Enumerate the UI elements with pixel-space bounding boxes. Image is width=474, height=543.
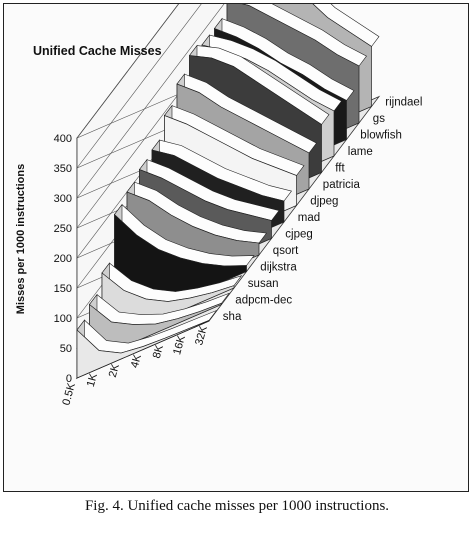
- axes: 0 50 100 150 200 250 300 350 400 0.5K 1K 2K 4K 8K 16K 3…: [54, 97, 423, 407]
- series-label: blowfish: [360, 130, 402, 142]
- figure-frame: 0 50 100 150 200 250 300 350 400 0.5K 1K 2K 4K 8K 16K 3…: [3, 3, 469, 492]
- series-label: gs: [373, 113, 385, 125]
- gridline: [76, 4, 210, 139]
- ribbon-face: [76, 319, 210, 379]
- figure-caption: Fig. 4. Unified cache misses per 1000 in…: [84, 498, 390, 514]
- series-label: susan: [248, 278, 279, 290]
- series-label: patricia: [323, 179, 361, 191]
- series-ribbons: [76, 4, 380, 379]
- series-label: dijkstra: [260, 262, 297, 274]
- y-tick-label: 150: [54, 283, 72, 295]
- series-label: lame: [348, 146, 373, 158]
- y-tick-label: 350: [54, 163, 72, 175]
- series-label: rijndael: [385, 97, 422, 109]
- y-tick-label: 50: [60, 343, 72, 355]
- series-label: qsort: [273, 245, 299, 257]
- series-label: mad: [298, 212, 320, 224]
- y-axis-label: Misses per 1000 instructions: [15, 164, 27, 314]
- x-tick-label: 1K: [85, 372, 100, 389]
- x-tick-label: 16K: [171, 334, 188, 357]
- cache-miss-chart: 0 50 100 150 200 250 300 350 400 0.5K 1K 2K 4K 8K 16K 3…: [15, 4, 423, 407]
- chart-title: Unified Cache Misses: [33, 44, 162, 58]
- y-tick-label: 200: [54, 253, 72, 265]
- x-tick-label: 8K: [151, 343, 166, 360]
- x-tick-label: 2K: [107, 362, 122, 379]
- x-tick-label: 32K: [193, 324, 210, 347]
- series-label: adpcm-dec: [235, 295, 292, 307]
- y-tick-label: 400: [54, 133, 72, 145]
- x-tick-label: 4K: [129, 353, 144, 370]
- y-tick-label: 300: [54, 193, 72, 205]
- series-label: cjpeg: [285, 229, 313, 241]
- series-label: djpeg: [310, 196, 338, 208]
- y-tick-label: 100: [54, 313, 72, 325]
- y-tick-label: 250: [54, 223, 72, 235]
- ribbon-sha: [76, 309, 218, 379]
- x-tick-label: 0.5K: [60, 381, 78, 407]
- series-label: sha: [223, 311, 242, 323]
- series-label: fft: [335, 163, 345, 175]
- y-tick-label: 0: [66, 373, 72, 385]
